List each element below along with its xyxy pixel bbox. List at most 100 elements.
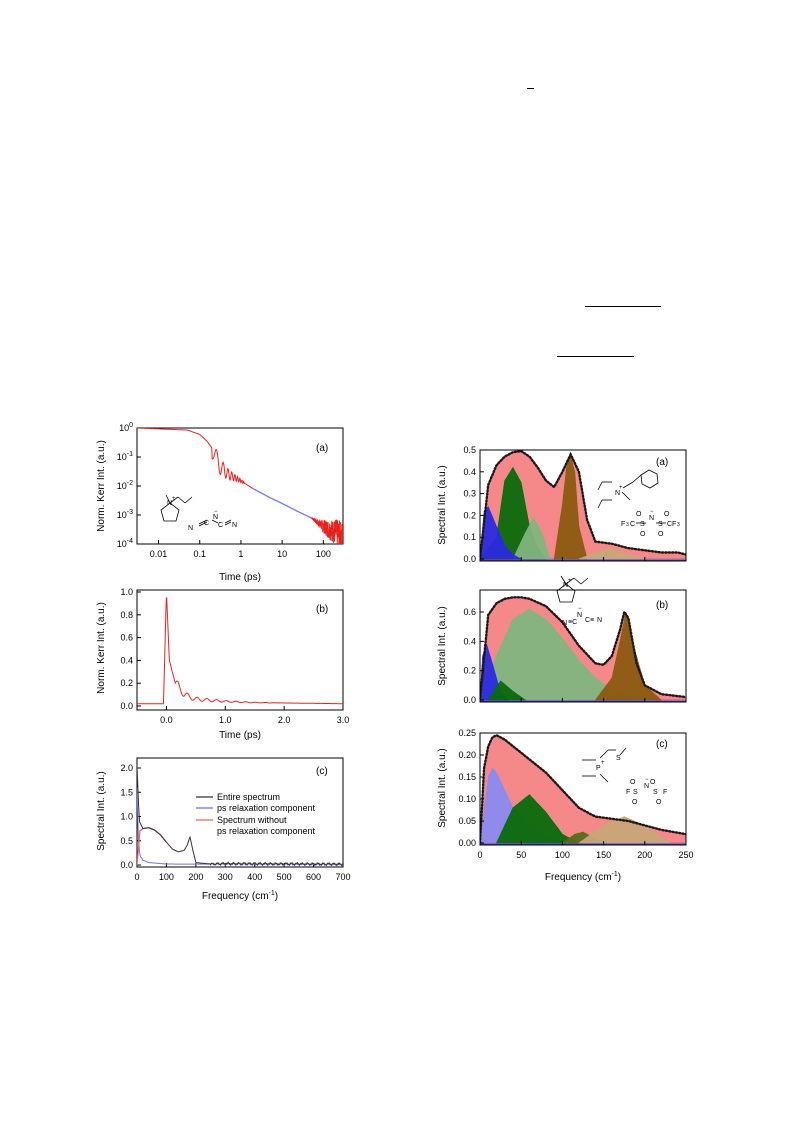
y-axis-label: Norm. Kerr Int. (a.u.) [96,440,107,532]
panel-label: (b) [316,604,328,615]
y-tick-label: 0.0 [120,860,133,870]
component-area [487,680,527,701]
svg-text:O: O [630,779,636,786]
y-tick-label: 0.4 [120,655,133,665]
x-tick-label: 300 [218,872,233,882]
x-axis-label: Frequency (cm-1) [545,871,621,883]
x-ticks: 0 50 100 150 200 250 [477,841,694,860]
component-area [578,816,671,844]
spectrum-without-line [137,827,167,866]
x-tick-label: 3.0 [337,715,350,725]
y-tick-label: 0.25 [458,728,476,738]
y-tick-label: 0.0 [120,701,133,711]
pyrrolidinium-dicyanamide-structure-b [556,575,589,603]
svg-text:S: S [633,789,638,796]
svg-text:C: C [218,522,223,529]
svg-text:F: F [663,789,667,796]
y-tick-label: 0.3 [463,489,476,499]
svg-text:F: F [621,521,625,528]
y-tick-label: 0.20 [458,750,476,760]
x-tick-label: 500 [277,872,292,882]
component-area [578,547,645,560]
svg-text:+: + [568,578,572,584]
x-tick-label: 600 [306,872,321,882]
y-tick-label: 1.5 [120,787,133,797]
x-tick-label: 0 [477,850,482,860]
y-tick-label: 0.00 [458,838,476,848]
x-tick-label: 2.0 [278,715,291,725]
legend-entry-entire: Entire spectrum [217,792,280,802]
y-tick-label: 0.0 [463,554,476,564]
signal-line [137,428,254,490]
experimental-dotted-line [480,733,686,845]
svg-text:−: − [645,777,649,783]
plot-frame [136,757,344,868]
x-tick-label: 400 [247,872,262,882]
y-ticks: 0.0 0.1 0.2 0.3 0.4 0.5 [463,445,484,564]
svg-text:−: − [650,509,654,515]
phosphonium-fsi-structure [582,747,627,783]
svg-text:S: S [658,521,663,528]
x-tick-label: 100 [316,549,331,559]
x-tick-label: 250 [678,850,693,860]
right-panel-a: 0.0 0.1 0.2 0.3 0.4 0.5 (a) Spectral Int. (a.… [437,445,687,564]
svg-text:N: N [213,514,218,521]
underline-rule-2 [557,356,634,357]
top-mark [527,88,534,89]
component-area [512,516,551,560]
component-area [496,794,580,844]
y-tick-label: 1.0 [120,587,133,597]
x-tick-label: 1 [238,549,243,559]
y-ticks: 0.0 0.2 0.4 0.6 0.8 1.0 [120,587,141,711]
svg-text:O: O [658,531,664,538]
experimental-dotted-line [480,596,686,702]
svg-text:N: N [232,522,237,529]
y-tick-label: 10-2 [117,480,133,491]
y-axis-label: Spectral Int. (a.u.) [96,771,107,850]
right-panel-c: 0.00 0.05 0.10 0.15 0.20 0.25 0 50 100 150 200 250… [437,728,694,883]
x-tick-label: 1.0 [219,715,232,725]
svg-text:−: − [578,606,582,612]
svg-text:N: N [615,490,620,497]
y-tick-label: 0.2 [463,666,476,676]
panel-label: (c) [316,766,328,777]
svg-text:O: O [640,531,646,538]
panel-label: (b) [656,600,668,611]
x-tick-label: 0.0 [160,715,173,725]
y-tick-label: 10-1 [117,451,133,462]
experimental-dotted-line [480,450,686,561]
svg-text:S: S [653,789,658,796]
svg-text:P: P [596,765,601,772]
svg-text:N: N [167,500,172,507]
svg-text:−: − [214,509,218,515]
svg-text:N: N [188,525,193,532]
svg-text:3: 3 [677,522,680,528]
legend: Entire spectrum ps relaxation component … [196,792,316,836]
noisy-tail-line [310,516,343,544]
benzyl-ammonium-tfsi-structure [597,469,666,524]
svg-text:F: F [626,789,630,796]
svg-text:C: C [204,520,209,527]
x-tick-label: 200 [188,872,203,882]
y-tick-label: 0.10 [458,794,476,804]
y-tick-label: 10-3 [117,509,133,520]
legend-entry-without-cont: ps relaxation component [217,826,316,836]
legend-entry-ps: ps relaxation component [217,803,316,813]
svg-text:C: C [630,521,635,528]
svg-text:O: O [656,799,662,806]
svg-text:≡C: ≡C [568,619,577,626]
component-areas [480,450,686,561]
x-axis-label: Frequency (cm-1) [202,890,278,902]
svg-text:N: N [644,783,649,790]
x-tick-label: 150 [596,850,611,860]
x-tick-label: 0 [134,872,139,882]
svg-text:O: O [650,779,656,786]
svg-text:O: O [664,511,670,518]
svg-text:+: + [601,760,605,766]
svg-text:N: N [562,620,567,627]
y-tick-label: 0.2 [120,678,133,688]
